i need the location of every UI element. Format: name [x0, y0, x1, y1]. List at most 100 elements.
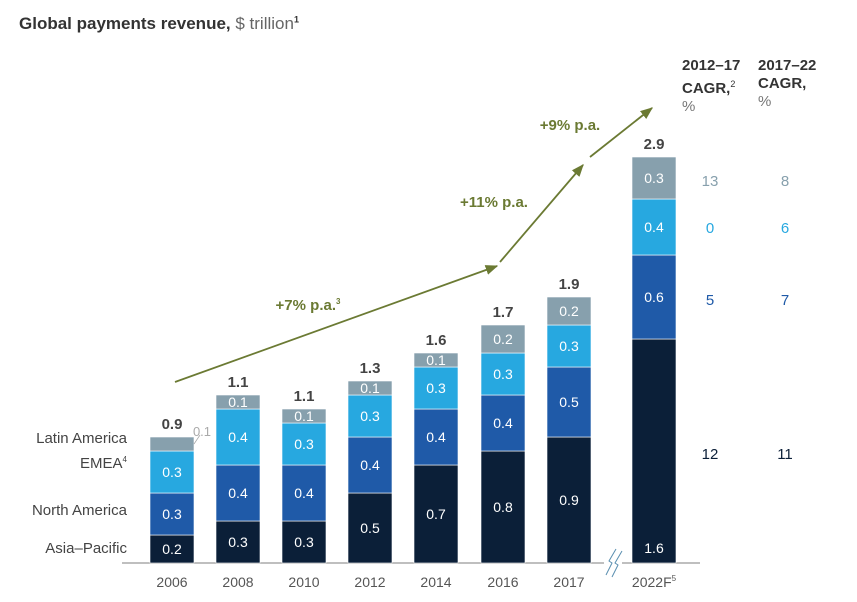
segment-label: 0.3	[294, 534, 314, 550]
legend-label-latin_america: Latin America	[36, 430, 128, 447]
segment-label: 0.2	[559, 303, 579, 319]
segment-label: 0.4	[228, 485, 248, 501]
bar-segment-asia_pacific	[215, 520, 261, 564]
bar-segment-latin_america	[546, 296, 592, 326]
cagr-header-line1: 2017–22	[758, 57, 817, 74]
cagr-2012-17-north_america: 5	[706, 292, 714, 309]
segment-label: 0.4	[644, 219, 664, 235]
segment-label: 0.4	[294, 485, 314, 501]
x-tick-label: 2022F5	[632, 574, 677, 590]
axis-break-mark	[605, 548, 617, 576]
growth-annotation: +11% p.a.	[460, 194, 528, 211]
bar-segment-asia_pacific	[149, 534, 195, 564]
x-tick-label: 2010	[288, 574, 319, 590]
segment-label: 0.3	[162, 464, 182, 480]
segment-label: 0.1	[228, 394, 248, 410]
bar-segment-latin_america	[215, 394, 261, 410]
bar-total-label: 1.3	[360, 360, 381, 377]
segment-label: 0.2	[493, 331, 513, 347]
bar-total-label: 2.9	[644, 136, 665, 153]
chart-title-main: Global payments revenue,	[19, 14, 231, 33]
bar-segment-emea	[546, 324, 592, 368]
segment-label: 0.4	[360, 457, 380, 473]
bar-segment-latin_america	[631, 156, 677, 200]
segment-label: 0.6	[644, 289, 664, 305]
legend-label-north_america: North America	[32, 502, 128, 519]
bar-segment-north_america	[546, 366, 592, 438]
bar-segment-asia_pacific	[281, 520, 327, 564]
segment-label: 0.2	[162, 541, 182, 557]
bar-total-label: 1.1	[294, 388, 315, 405]
bar-segment-latin_america	[149, 436, 195, 452]
bar-segment-latin_america	[480, 324, 526, 354]
bar-segment-latin_america	[413, 352, 459, 368]
x-tick-label: 2014	[420, 574, 451, 590]
x-tick-label: 2006	[156, 574, 187, 590]
segment-label: 0.3	[426, 380, 446, 396]
chart-title-unit: $ trillion	[235, 14, 294, 33]
cagr-header-line2: CAGR,	[758, 75, 807, 92]
segment-label: 0.8	[493, 499, 513, 515]
bar-segment-emea	[149, 450, 195, 494]
growth-arrow-11pct	[499, 164, 584, 263]
segment-label: 0.3	[162, 506, 182, 522]
bar-segment-emea	[480, 352, 526, 396]
bar-total-label: 1.9	[559, 276, 580, 293]
segment-label: 0.3	[644, 170, 664, 186]
x-tick-label: 2017	[553, 574, 584, 590]
segment-label: 0.4	[493, 415, 513, 431]
bar-segment-emea	[413, 366, 459, 410]
cagr-header-line1: 2012–17	[682, 57, 741, 74]
segment-label: 0.3	[559, 338, 579, 354]
bar-total-label: 1.1	[228, 374, 249, 391]
cagr-header-unit: %	[758, 93, 772, 110]
bar-segment-north_america	[215, 464, 261, 522]
cagr-header-2012-17: 2012–17 CAGR,2 %	[682, 57, 740, 116]
cagr-header-unit: %	[682, 98, 696, 115]
segment-label: 0.1	[426, 352, 446, 368]
segment-label: 0.4	[426, 429, 446, 445]
bar-segment-emea	[347, 394, 393, 438]
chart-title: Global payments revenue, $ trillion1	[19, 14, 299, 34]
bar-segment-north_america	[149, 492, 195, 536]
bar-segment-latin_america	[347, 380, 393, 396]
bar-segment-latin_america	[281, 408, 327, 424]
segment-label: 0.3	[493, 366, 513, 382]
growth-arrow-7pct	[174, 265, 499, 383]
segment-label: 0.7	[426, 506, 446, 522]
bar-segment-asia_pacific	[480, 450, 526, 564]
segment-label: 0.9	[559, 492, 579, 508]
growth-annotation: +7% p.a.3	[276, 297, 341, 314]
growth-arrow-9pct	[589, 107, 653, 158]
legend-label-asia_pacific: Asia–Pacific	[45, 540, 127, 557]
bar-total-label: 1.6	[426, 332, 447, 349]
segment-label: 0.4	[228, 429, 248, 445]
bar-segment-north_america	[281, 464, 327, 522]
segment-label: 0.5	[559, 394, 579, 410]
cagr-2012-17-latin_america: 13	[702, 173, 719, 190]
cagr-header-2017-22: 2017–22 CAGR, %	[758, 57, 816, 111]
axis-break-mark	[611, 550, 623, 578]
bar-segment-asia_pacific	[631, 338, 677, 564]
cagr-2017-22-asia_pacific: 11	[777, 446, 793, 463]
segment-label: 0.1	[294, 408, 314, 424]
cagr-header-footnote: 2	[730, 79, 736, 89]
bar-segment-asia_pacific	[347, 492, 393, 564]
segment-label: 0.1	[360, 380, 380, 396]
bar-total-label: 0.9	[162, 416, 183, 433]
legend-label-emea: EMEA4	[80, 455, 128, 472]
cagr-2017-22-north_america: 7	[781, 292, 789, 309]
bar-total-label: 1.7	[493, 304, 514, 321]
chart-title-footnote: 1	[293, 14, 299, 25]
cagr-2017-22-emea: 6	[781, 220, 789, 237]
x-tick-label: 2008	[222, 574, 253, 590]
leader-line	[193, 434, 201, 445]
bar-segment-north_america	[413, 408, 459, 466]
bar-segment-asia_pacific	[413, 464, 459, 564]
x-tick-label: 2016	[487, 574, 518, 590]
bar-segment-north_america	[631, 254, 677, 340]
cagr-2017-22-latin_america: 8	[781, 173, 789, 190]
segment-label: 0.3	[294, 436, 314, 452]
growth-annotation: +9% p.a.	[540, 117, 600, 134]
segment-label: 0.5	[360, 520, 380, 536]
